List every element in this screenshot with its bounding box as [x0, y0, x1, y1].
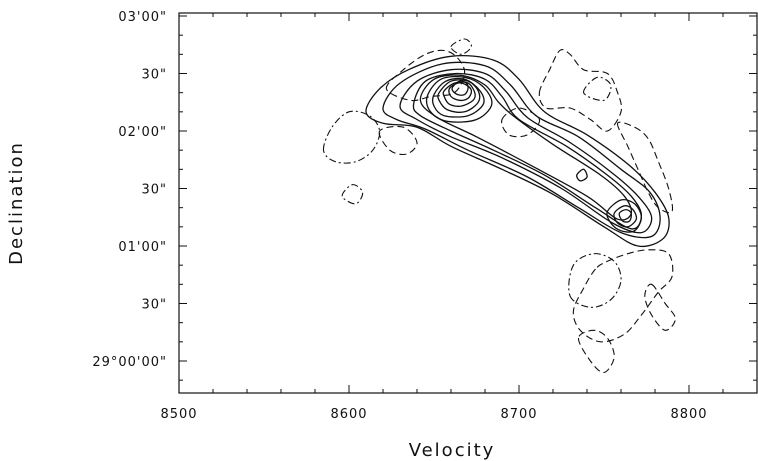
contour-dashdot	[341, 184, 364, 205]
contour-solid	[425, 75, 493, 123]
contour-dashdot	[583, 76, 612, 102]
contours-layer	[322, 38, 676, 374]
y-tick-label: 29°00'00"	[92, 355, 167, 370]
contour-dashed	[617, 121, 674, 214]
contour-solid	[431, 77, 485, 118]
contour-solid	[576, 168, 588, 182]
y-axis-title: Declination	[6, 141, 27, 265]
contour-solid	[399, 68, 653, 234]
x-tick-label: 8600	[330, 407, 367, 422]
contour-dashdot	[322, 110, 381, 164]
contour-dashed	[378, 125, 418, 156]
contour-solid	[613, 205, 638, 228]
y-tick-label: 01'00"	[118, 240, 167, 255]
contour-dashed	[572, 249, 674, 343]
plot-frame	[178, 12, 758, 394]
x-axis-title: Velocity	[409, 440, 496, 461]
x-tick-label: 8700	[500, 407, 537, 422]
contour-solid	[437, 79, 481, 113]
contour-dashed	[538, 49, 623, 132]
y-tick-label: 30"	[141, 183, 167, 198]
y-tick-label: 30"	[141, 298, 167, 313]
contour-solid	[448, 82, 473, 102]
x-tick-label: 8500	[160, 407, 197, 422]
y-tick-label: 02'00"	[118, 125, 167, 140]
contour-solid	[365, 55, 670, 248]
contour-dashed	[577, 329, 615, 374]
x-tick-label: 8800	[670, 407, 707, 422]
contour-dashed	[644, 283, 676, 331]
contour-solid	[606, 199, 643, 233]
y-tick-label: 03'00"	[118, 10, 167, 25]
y-tick-label: 30"	[141, 68, 167, 83]
contour-solid	[451, 80, 469, 96]
contour-dashdot	[568, 253, 622, 308]
contour-solid	[419, 74, 633, 221]
contour-solid	[412, 72, 643, 230]
contour-dashdot	[450, 38, 472, 55]
contour-solid	[618, 208, 633, 223]
ticks-layer	[178, 13, 758, 393]
tick-labels-layer: 8500 8600 8700 8800 03'00" 30" 02'00" 30" 01'00"…	[92, 10, 707, 422]
